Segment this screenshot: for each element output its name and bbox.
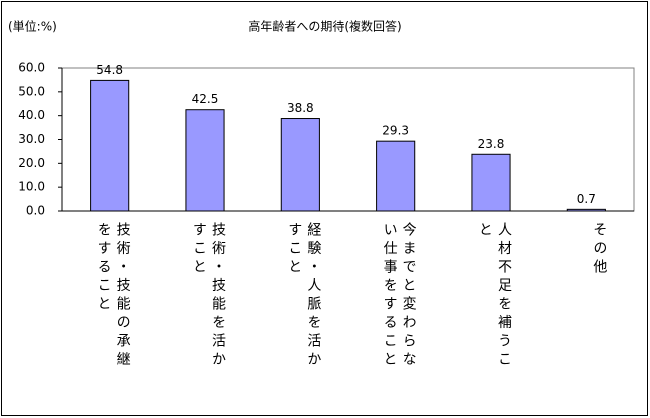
data-label: 23.8 xyxy=(478,137,505,151)
data-label: 0.7 xyxy=(577,192,596,206)
chart-title: 高年齢者への期待(複数回答) xyxy=(248,19,401,34)
y-tick-label: 10.0 xyxy=(18,180,45,194)
unit-label: (単位:%) xyxy=(8,19,57,34)
y-tick-label: 30.0 xyxy=(18,132,45,146)
y-tick-label: 60.0 xyxy=(18,61,45,75)
bar xyxy=(90,79,130,212)
x-tick-label: 人材不足を補うこと xyxy=(477,222,512,370)
x-tick-label: その他 xyxy=(591,222,608,278)
x-tick-label: 今までと変わらない仕事をすること xyxy=(381,222,417,370)
x-tick-label: 経験・人脈を活かすこと xyxy=(286,222,322,370)
x-tick-label: 技術・技能を活かすこと xyxy=(191,222,226,370)
y-tick-label: 50.0 xyxy=(18,84,45,98)
y-tick-label: 20.0 xyxy=(18,156,45,170)
y-tick-label: 0.0 xyxy=(26,204,45,218)
bar xyxy=(566,208,606,212)
data-label: 54.8 xyxy=(96,63,123,77)
bar xyxy=(280,118,320,212)
bar xyxy=(471,153,511,212)
data-label: 42.5 xyxy=(192,92,219,106)
data-label: 38.8 xyxy=(287,101,314,115)
data-label: 29.3 xyxy=(382,124,409,138)
bar xyxy=(185,109,225,212)
x-tick-label: 技術・技能の承継をすること xyxy=(95,222,131,370)
bar xyxy=(376,140,416,212)
y-tick-label: 40.0 xyxy=(18,108,45,122)
